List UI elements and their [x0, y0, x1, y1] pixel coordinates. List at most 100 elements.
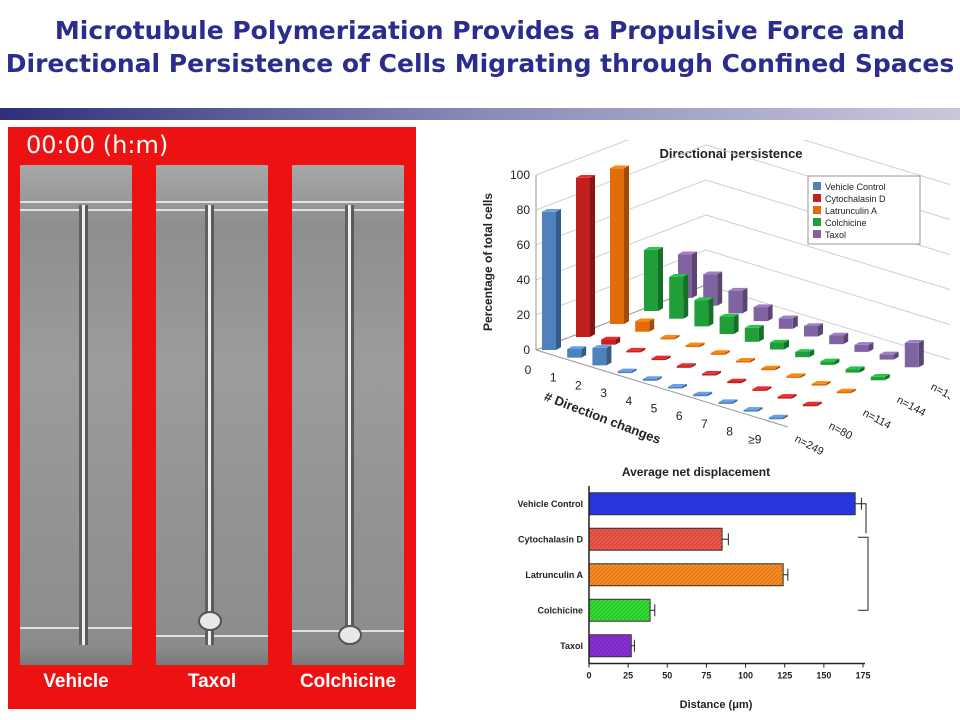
hbar — [588, 598, 651, 622]
bar — [752, 386, 772, 391]
bar-top — [592, 345, 612, 348]
bar — [795, 349, 815, 358]
chart2-xtick: 25 — [623, 671, 633, 681]
bar-front — [795, 351, 810, 358]
bar-top — [617, 368, 637, 372]
n-label: n=114 — [861, 407, 893, 432]
bar-side — [758, 325, 764, 342]
bar-front — [694, 300, 709, 327]
bar-top — [802, 401, 822, 405]
timestamp: 00:00 (h:m) — [26, 131, 169, 159]
grid-line — [802, 140, 950, 186]
bar — [879, 351, 899, 360]
bar — [669, 273, 689, 319]
bar-front — [761, 368, 776, 371]
bar — [743, 407, 763, 412]
bar — [668, 384, 687, 389]
bar — [660, 334, 680, 340]
hbar — [588, 527, 723, 551]
bar-side — [757, 407, 763, 412]
bar — [718, 399, 738, 404]
bar — [727, 378, 747, 384]
bar — [728, 287, 748, 314]
bar-side — [707, 391, 713, 397]
bar-top — [736, 358, 755, 361]
bar-front — [904, 342, 919, 368]
hbar-label: Colchicine — [537, 605, 583, 615]
hbar — [588, 492, 856, 516]
bar-top — [678, 251, 697, 255]
bar-side — [690, 363, 696, 368]
bar — [736, 358, 755, 363]
bar-front — [811, 383, 826, 386]
bar-top — [770, 339, 789, 343]
bar-top — [626, 347, 646, 351]
bar-top — [743, 407, 763, 410]
bar-side — [640, 347, 646, 353]
bar — [753, 304, 773, 322]
bar-front — [753, 307, 768, 322]
bar-front — [770, 342, 784, 350]
bar — [845, 366, 865, 373]
bar-side — [884, 374, 890, 381]
n-label: n=80 — [827, 420, 855, 442]
chart2-xtick: 75 — [701, 671, 711, 681]
bar-front — [635, 321, 650, 332]
bar — [719, 313, 739, 335]
bar-side — [581, 346, 587, 358]
legend-swatch — [813, 182, 821, 190]
chart1-xtick: ≥9 — [748, 432, 762, 446]
bar — [651, 355, 671, 361]
bar-top — [845, 366, 865, 370]
bar-side — [606, 345, 612, 366]
bar-top — [668, 384, 687, 387]
bar-top — [710, 350, 730, 354]
n-label: n=249 — [793, 433, 826, 458]
bar-top — [693, 391, 713, 395]
bar-top — [685, 342, 705, 346]
bar-front — [702, 373, 716, 376]
bar-side — [809, 349, 815, 358]
bar-front — [879, 354, 894, 360]
hbar-label: Latrunculin A — [525, 570, 583, 580]
legend-swatch — [813, 194, 821, 202]
hbar-label: Taxol — [560, 641, 583, 651]
chart2-xtick: 125 — [777, 671, 792, 681]
bar-front — [829, 335, 844, 345]
micrograph-panel-vehicle — [20, 165, 132, 665]
n-label: n=144 — [895, 394, 928, 419]
bar-side — [791, 394, 797, 399]
bar — [642, 376, 662, 381]
bar — [820, 358, 840, 365]
bar-front — [777, 396, 792, 399]
bar-side — [800, 373, 806, 378]
panel-label-colchicine: Colchicine — [299, 671, 397, 692]
bar-side — [699, 342, 705, 348]
bar — [694, 297, 714, 327]
bar-front — [617, 371, 632, 374]
bar — [567, 346, 587, 358]
legend-box — [807, 175, 921, 245]
bar — [617, 368, 637, 374]
bar — [802, 401, 822, 407]
bar — [693, 391, 713, 397]
bar-top — [854, 342, 874, 345]
bar-front — [660, 337, 675, 340]
cell-colchicine — [338, 625, 362, 645]
bar-side — [624, 165, 629, 324]
title-line-2: Directional Persistence of Cells Migrati… — [5, 49, 955, 78]
bar-front — [651, 358, 666, 361]
bar-top — [753, 304, 773, 308]
hbar-label: Cytochalasin D — [518, 534, 584, 544]
bar — [576, 175, 595, 337]
bar-side — [682, 384, 687, 389]
bar-top — [752, 386, 772, 390]
bar-top — [829, 332, 849, 336]
bar-front — [644, 249, 658, 311]
chart2-xtick: 150 — [816, 671, 831, 681]
bar — [744, 325, 764, 342]
bar-front — [736, 360, 750, 363]
bar-front — [669, 276, 684, 319]
bar-front — [601, 339, 616, 345]
bar-front — [592, 347, 607, 366]
